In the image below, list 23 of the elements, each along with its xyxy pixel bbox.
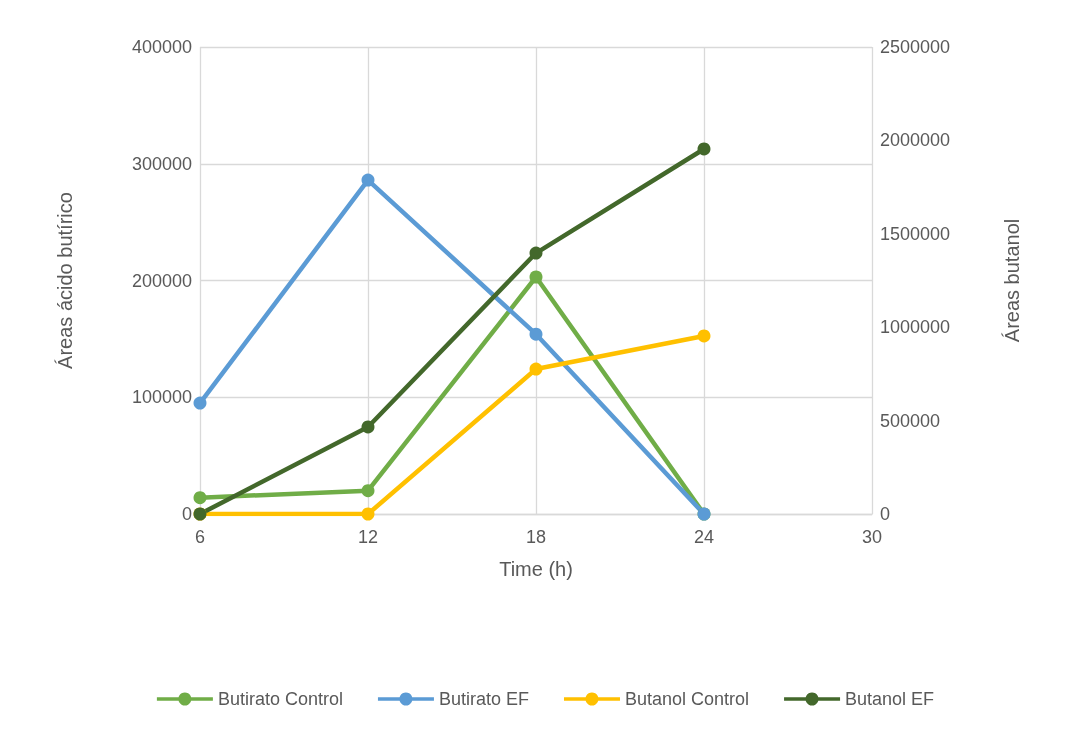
- y2-tick-label: 1000000: [880, 317, 951, 338]
- y2-axis-title: Áreas butanol: [1001, 218, 1023, 343]
- x-tick-label: 6: [194, 527, 206, 547]
- x-tick-label: 24: [693, 527, 715, 547]
- y-tick-label: 300000: [131, 153, 192, 174]
- x-tick-label: 18: [525, 527, 547, 547]
- y-tick-label: 0: [181, 504, 192, 524]
- x-axis-title: Time (h): [499, 558, 573, 580]
- legend-label: Butanol EF: [845, 689, 935, 709]
- legend-label: Butanol Control: [624, 689, 750, 709]
- y2-tick-label: 1500000: [880, 223, 951, 244]
- y2-tick-label: 500000: [880, 410, 941, 431]
- x-tick-label: 12: [357, 527, 379, 547]
- legend-label: Butirato Control: [217, 689, 343, 709]
- legend-label: Butirato EF: [438, 689, 529, 709]
- y2-tick-label: 2500000: [880, 37, 951, 57]
- y2-tick-label: 2000000: [880, 130, 951, 151]
- y-tick-label: 400000: [131, 37, 192, 57]
- y-tick-label: 200000: [131, 270, 192, 291]
- x-tick-label: 30: [861, 527, 883, 547]
- y-tick-label: 100000: [131, 387, 192, 408]
- y2-tick-label: 0: [880, 504, 891, 524]
- y-axis-title: Áreas ácido butírico: [54, 192, 76, 369]
